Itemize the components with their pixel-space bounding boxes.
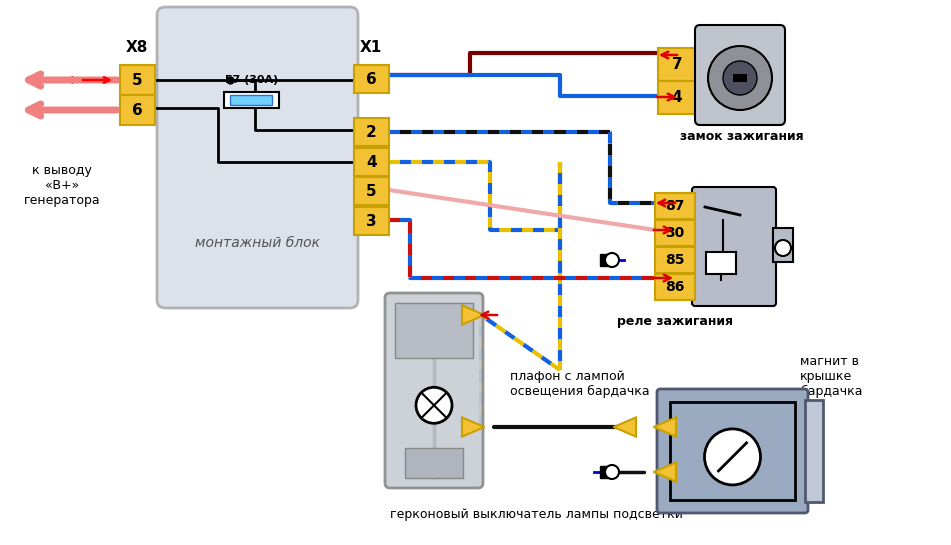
Bar bbox=[658, 81, 696, 114]
Circle shape bbox=[416, 387, 452, 423]
Polygon shape bbox=[613, 417, 636, 437]
Text: 86: 86 bbox=[666, 280, 685, 294]
Bar bbox=[405, 448, 463, 478]
Bar bbox=[655, 193, 695, 219]
Bar bbox=[354, 177, 389, 205]
Text: 30: 30 bbox=[666, 226, 685, 240]
Circle shape bbox=[723, 61, 757, 95]
Bar bbox=[120, 65, 155, 95]
Text: X8: X8 bbox=[126, 40, 148, 55]
Polygon shape bbox=[653, 417, 676, 437]
Text: 87: 87 bbox=[666, 199, 685, 213]
Text: F7 (30A): F7 (30A) bbox=[225, 75, 279, 85]
Bar bbox=[655, 247, 695, 273]
Text: 5: 5 bbox=[132, 72, 143, 88]
Text: монтажный блок: монтажный блок bbox=[195, 236, 320, 250]
Bar bbox=[395, 303, 473, 358]
Text: X1: X1 bbox=[359, 40, 382, 55]
Circle shape bbox=[708, 46, 772, 110]
Bar bbox=[120, 95, 155, 125]
Text: 3: 3 bbox=[366, 214, 377, 228]
Circle shape bbox=[775, 240, 791, 256]
FancyBboxPatch shape bbox=[385, 293, 483, 488]
FancyBboxPatch shape bbox=[157, 7, 358, 308]
Bar bbox=[230, 95, 272, 105]
Bar bbox=[805, 400, 823, 502]
Text: магнит в
крышке
бардачка: магнит в крышке бардачка bbox=[800, 355, 863, 398]
Text: 30: 30 bbox=[708, 39, 722, 49]
Text: 7: 7 bbox=[671, 57, 682, 72]
Bar bbox=[655, 274, 695, 300]
Bar bbox=[733, 74, 747, 82]
Text: 6: 6 bbox=[366, 71, 377, 87]
Text: 2: 2 bbox=[366, 124, 377, 140]
Bar bbox=[670, 402, 795, 500]
Bar bbox=[354, 65, 389, 93]
Circle shape bbox=[705, 429, 761, 485]
Text: 15: 15 bbox=[708, 105, 722, 115]
Text: 85: 85 bbox=[666, 253, 685, 267]
Text: к выводу
«B+»
генератора: к выводу «B+» генератора bbox=[24, 164, 100, 207]
Text: 4: 4 bbox=[671, 90, 682, 105]
FancyBboxPatch shape bbox=[695, 25, 785, 125]
Bar bbox=[706, 252, 736, 274]
FancyBboxPatch shape bbox=[657, 389, 808, 513]
Text: 6: 6 bbox=[132, 102, 143, 118]
Polygon shape bbox=[462, 417, 484, 437]
Bar bbox=[354, 207, 389, 235]
Text: реле зажигания: реле зажигания bbox=[617, 315, 733, 328]
Bar bbox=[655, 220, 695, 246]
Bar bbox=[354, 148, 389, 176]
Polygon shape bbox=[462, 305, 484, 325]
Bar bbox=[224, 92, 279, 108]
Text: 4: 4 bbox=[366, 154, 377, 169]
Text: плафон с лампой
освещения бардачка: плафон с лампой освещения бардачка bbox=[510, 370, 650, 398]
Bar bbox=[600, 466, 612, 478]
Bar bbox=[658, 48, 696, 81]
Bar bbox=[773, 228, 793, 262]
Bar bbox=[600, 254, 612, 266]
Text: +: + bbox=[67, 74, 77, 87]
FancyBboxPatch shape bbox=[692, 187, 776, 306]
Text: 5: 5 bbox=[366, 184, 377, 198]
Text: герконовый выключатель лампы подсветки: герконовый выключатель лампы подсветки bbox=[390, 508, 683, 521]
Text: замок зажигания: замок зажигания bbox=[680, 130, 804, 143]
Circle shape bbox=[605, 253, 619, 267]
Circle shape bbox=[605, 465, 619, 479]
Bar bbox=[354, 118, 389, 146]
Polygon shape bbox=[653, 462, 676, 482]
